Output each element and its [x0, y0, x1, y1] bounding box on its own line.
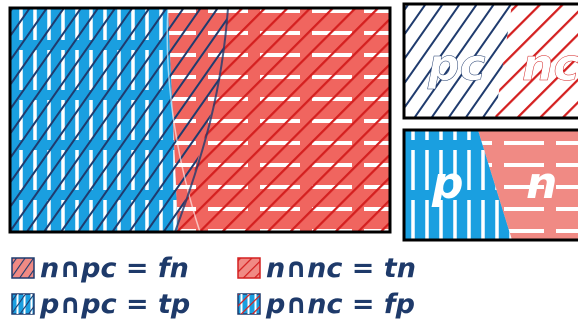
nc-label: nc — [522, 40, 578, 91]
region-nc-panel — [495, 4, 578, 118]
region-nc — [175, 8, 390, 232]
region-pc — [10, 8, 228, 232]
n-label: n — [526, 158, 557, 209]
legend-item-fn: n∩pc = fn — [11, 253, 189, 284]
region-pc-panel — [404, 4, 512, 118]
main-panel — [10, 8, 390, 232]
legend-label-fn: n∩pc = fn — [40, 253, 189, 284]
prediction-panel-border — [402, 2, 578, 120]
p-label: p — [431, 158, 464, 209]
legend-label-fp: p∩nc = fp — [265, 289, 415, 320]
legend-label-tp: p∩pc = tp — [39, 289, 190, 320]
legend-item-fp: p∩nc = fp — [237, 289, 415, 320]
prediction-panel: pc nc — [404, 4, 578, 118]
legend-item-tp: p∩pc = tp — [11, 289, 190, 320]
legend-item-tn: n∩nc = tn — [237, 253, 416, 284]
legend: n∩pc = fn n∩nc = tn p∩pc = tp p∩nc = fp — [11, 253, 416, 320]
legend-label-tn: n∩nc = tn — [266, 253, 416, 284]
pc-label: pc — [427, 40, 486, 91]
truth-panel: p n — [404, 130, 578, 240]
truth-panel-border — [402, 128, 578, 242]
main-panel-border — [8, 6, 392, 234]
